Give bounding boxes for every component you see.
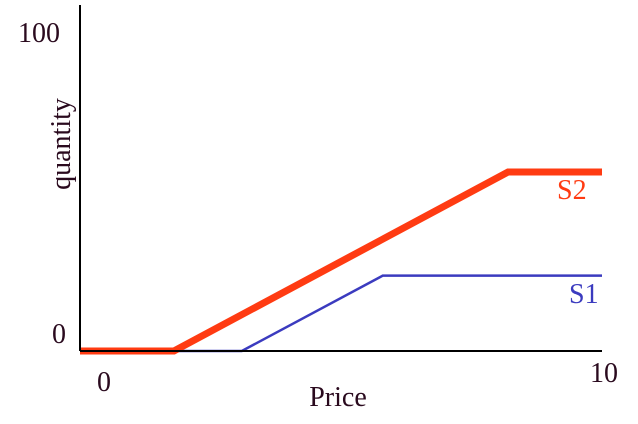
x-tick-label-min: 0 bbox=[97, 367, 111, 398]
series-layer bbox=[80, 168, 602, 355]
y-tick-label-min: 0 bbox=[52, 319, 66, 350]
y-axis-title: quantity bbox=[46, 98, 77, 190]
series-label-s1: S1 bbox=[569, 279, 599, 310]
series-label-s2: S2 bbox=[557, 175, 587, 206]
y-tick-label-max: 100 bbox=[18, 18, 60, 49]
x-axis-title: Price bbox=[309, 382, 367, 413]
series-line-s2 bbox=[80, 168, 602, 355]
x-tick-label-max: 10 bbox=[590, 358, 618, 389]
